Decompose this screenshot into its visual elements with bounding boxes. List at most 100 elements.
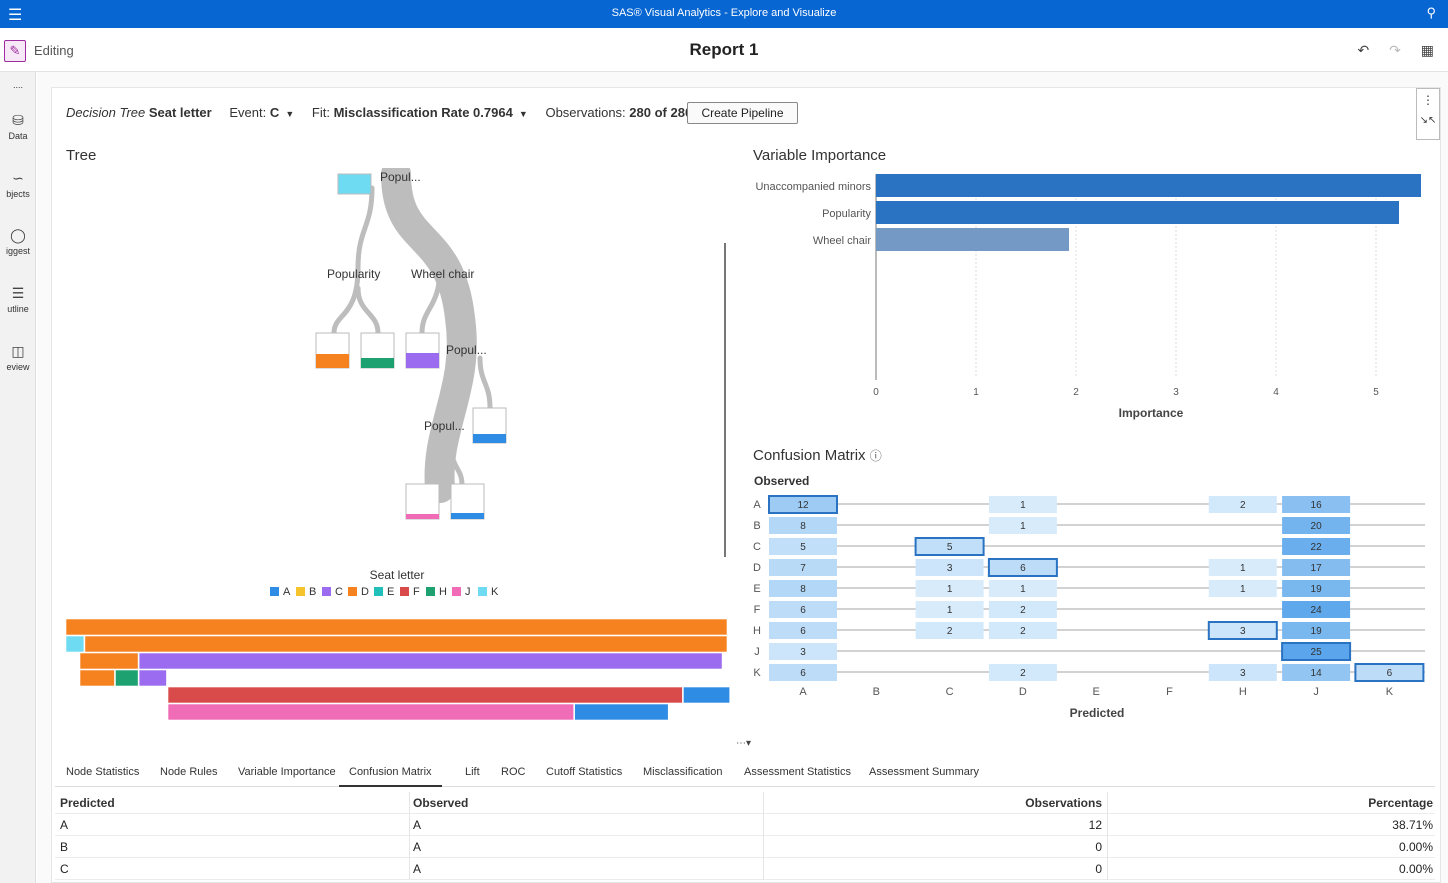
node-bar-segment[interactable] bbox=[115, 669, 139, 687]
matrix-cell[interactable] bbox=[1208, 559, 1277, 576]
tab-assessment-statistics[interactable]: Assessment Statistics bbox=[744, 766, 851, 778]
matrix-cell[interactable] bbox=[988, 496, 1057, 513]
matrix-cell[interactable] bbox=[1282, 538, 1351, 555]
node-bar-segment[interactable] bbox=[167, 703, 574, 721]
node-bar-segment[interactable] bbox=[167, 686, 683, 704]
matrix-cell[interactable] bbox=[769, 517, 837, 534]
edit-mode-button[interactable]: ✎ bbox=[4, 40, 26, 62]
matrix-cell[interactable] bbox=[1282, 622, 1351, 639]
table-row[interactable]: A A 12 38.71% bbox=[55, 814, 1435, 836]
tab-cutoff-statistics[interactable]: Cutoff Statistics bbox=[546, 766, 623, 778]
matrix-cell[interactable] bbox=[768, 495, 838, 514]
table-row[interactable]: B A 0 0.00% bbox=[55, 836, 1435, 858]
nav-review[interactable]: ◫ eview bbox=[0, 343, 36, 372]
column-header-observations[interactable]: Observations bbox=[1025, 796, 1102, 810]
matrix-cell[interactable] bbox=[769, 622, 837, 639]
node-bar-segment[interactable] bbox=[84, 635, 728, 653]
tab-variable-importance[interactable]: Variable Importance bbox=[238, 766, 336, 778]
matrix-cell[interactable] bbox=[769, 559, 837, 576]
importance-bar[interactable] bbox=[876, 174, 1421, 197]
legend-label-D[interactable]: D bbox=[361, 586, 369, 598]
matrix-cell[interactable] bbox=[769, 664, 837, 681]
matrix-cell[interactable] bbox=[1208, 496, 1277, 513]
matrix-cell[interactable] bbox=[769, 601, 837, 618]
matrix-cell[interactable] bbox=[769, 538, 837, 555]
tab-misclassification[interactable]: Misclassification bbox=[643, 766, 723, 778]
save-icon[interactable]: ▦ bbox=[1420, 42, 1434, 58]
legend-label-F[interactable]: F bbox=[413, 586, 420, 598]
importance-bar[interactable] bbox=[876, 228, 1069, 251]
matrix-cell[interactable] bbox=[1207, 621, 1278, 640]
resize-handle[interactable]: ⋯▾ bbox=[736, 738, 752, 749]
tab-roc[interactable]: ROC bbox=[501, 766, 526, 778]
matrix-cell[interactable] bbox=[915, 580, 984, 597]
node-bar-segment[interactable] bbox=[683, 686, 731, 704]
node-bar-chart[interactable] bbox=[60, 616, 732, 726]
nav-objects[interactable]: ∽ bjects bbox=[0, 170, 36, 199]
node-bar-segment[interactable] bbox=[79, 652, 139, 670]
tree-node-root[interactable] bbox=[337, 173, 372, 195]
matrix-cell[interactable] bbox=[1282, 664, 1351, 681]
node-bar-segment[interactable] bbox=[138, 669, 167, 687]
hamburger-menu-icon[interactable]: ☰ bbox=[8, 7, 23, 24]
search-icon[interactable]: ⚲ bbox=[1426, 5, 1436, 20]
matrix-cell[interactable] bbox=[915, 559, 984, 576]
legend-label-H[interactable]: H bbox=[439, 586, 447, 598]
nav-data[interactable]: ⛁ Data bbox=[0, 112, 36, 141]
matrix-cell[interactable] bbox=[988, 580, 1057, 597]
tab-node-statistics[interactable]: Node Statistics bbox=[66, 766, 140, 778]
legend-label-E[interactable]: E bbox=[387, 586, 394, 598]
column-header-observed[interactable]: Observed bbox=[413, 796, 469, 810]
matrix-cell[interactable] bbox=[1208, 664, 1277, 681]
tab-assessment-summary[interactable]: Assessment Summary bbox=[869, 766, 980, 778]
nav-suggest[interactable]: ◯ iggest bbox=[0, 227, 36, 256]
matrix-cell[interactable] bbox=[914, 537, 985, 556]
variable-importance-chart[interactable]: 0 1 2 3 4 5 Unaccompanied minors Popularity Whee… bbox=[745, 168, 1435, 428]
node-bar-segment[interactable] bbox=[65, 635, 85, 653]
node-bar-segment[interactable] bbox=[65, 618, 728, 636]
matrix-cell[interactable] bbox=[1282, 517, 1351, 534]
legend-label-K[interactable]: K bbox=[491, 586, 499, 598]
report-title[interactable]: Report 1 bbox=[689, 40, 759, 59]
matrix-cell[interactable] bbox=[1282, 496, 1351, 513]
matrix-cell[interactable] bbox=[1282, 559, 1351, 576]
node-bar-segment[interactable] bbox=[138, 652, 723, 670]
event-dropdown[interactable]: Event: C ▼ bbox=[229, 105, 295, 120]
legend-label-J[interactable]: J bbox=[465, 586, 471, 598]
column-header-percentage[interactable]: Percentage bbox=[1368, 796, 1433, 810]
node-bar-segment[interactable] bbox=[574, 703, 669, 721]
matrix-cell[interactable] bbox=[988, 664, 1057, 681]
more-options-button[interactable]: ⋮ ↘↖ bbox=[1416, 88, 1440, 140]
matrix-cell[interactable] bbox=[1354, 663, 1425, 682]
create-pipeline-button[interactable]: Create Pipeline bbox=[687, 102, 798, 124]
nav-more[interactable]: .... bbox=[12, 80, 23, 90]
matrix-cell[interactable] bbox=[915, 601, 984, 618]
nav-outline[interactable]: ☰ utline bbox=[0, 285, 36, 314]
legend-label-C[interactable]: C bbox=[335, 586, 343, 598]
matrix-cell[interactable] bbox=[915, 622, 984, 639]
tree-node-leaf[interactable] bbox=[405, 483, 440, 520]
tab-lift[interactable]: Lift bbox=[465, 766, 480, 778]
matrix-cell[interactable] bbox=[988, 601, 1057, 618]
matrix-cell[interactable] bbox=[987, 558, 1058, 577]
undo-icon[interactable]: ↶ bbox=[1357, 42, 1370, 58]
redo-icon[interactable]: ↷ bbox=[1389, 42, 1401, 58]
matrix-cell[interactable] bbox=[769, 580, 837, 597]
matrix-cell[interactable] bbox=[988, 622, 1057, 639]
column-header-predicted[interactable]: Predicted bbox=[60, 796, 115, 810]
table-row[interactable]: C A 0 0.00% bbox=[55, 858, 1435, 880]
matrix-cell[interactable] bbox=[1282, 580, 1351, 597]
tab-confusion-matrix[interactable]: Confusion Matrix bbox=[339, 766, 442, 787]
legend-label-B[interactable]: B bbox=[309, 586, 316, 598]
fit-dropdown[interactable]: Fit: Misclassification Rate 0.7964 ▼ bbox=[311, 105, 528, 120]
legend-label-A[interactable]: A bbox=[283, 586, 291, 598]
tree-diagram[interactable]: Popul... Popularity Wheel chair Popul...… bbox=[300, 168, 530, 528]
matrix-cell[interactable] bbox=[988, 517, 1057, 534]
info-icon[interactable]: ⓘ bbox=[869, 449, 882, 463]
splitter[interactable] bbox=[724, 243, 726, 557]
node-bar-segment[interactable] bbox=[79, 669, 115, 687]
matrix-cell[interactable] bbox=[769, 643, 837, 660]
tab-node-rules[interactable]: Node Rules bbox=[160, 766, 218, 778]
matrix-cell[interactable] bbox=[1208, 580, 1277, 597]
